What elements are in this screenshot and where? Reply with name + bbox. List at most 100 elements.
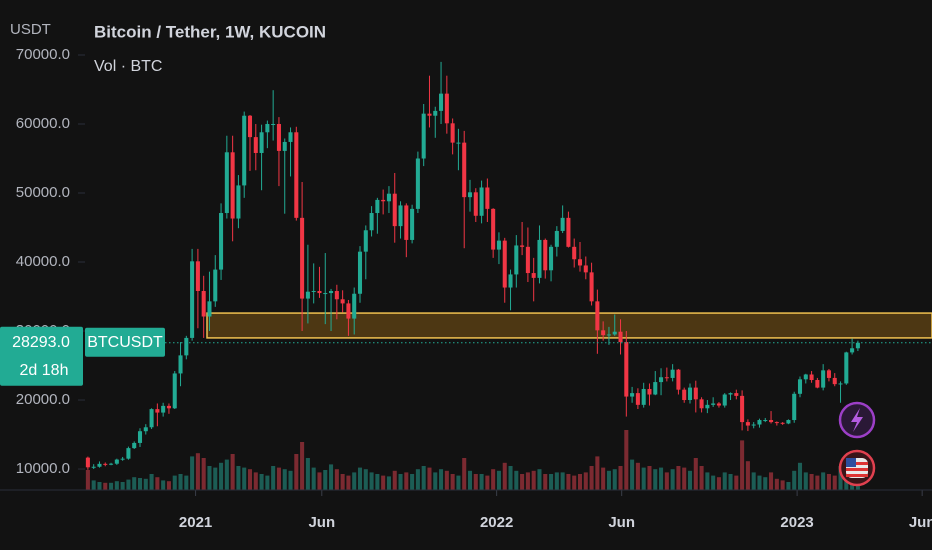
candle-body [265,124,270,133]
candle-body [161,405,166,413]
candle-body [450,123,455,143]
y-tick-label: 40000.0 [16,253,70,270]
volume-bar [554,472,559,490]
candle-body [276,124,281,151]
candle-body [456,142,461,144]
candle-body [352,293,357,319]
candle-body [444,93,449,124]
volume-bar [421,466,426,490]
volume-bar [751,472,756,490]
candle-body [612,331,617,335]
candle-body [554,230,559,247]
volume-bar [271,466,276,490]
volume-bar [508,466,513,490]
volume-bar [392,470,397,490]
candle-body [404,205,409,240]
candle-body [687,387,693,401]
volume-bar [85,470,90,490]
volume-bar [687,470,693,490]
candle-body [473,192,478,216]
symbol-label-box [85,327,165,357]
volume-bar [525,472,530,490]
candle-body [282,141,287,151]
volume-bar [195,453,200,490]
volume-bar [792,470,797,490]
candle-body [375,199,380,214]
chart-title[interactable]: Bitcoin / Tether, 1W, KUCOIN [94,22,326,41]
volume-bar [612,469,617,490]
volume-bar [352,472,357,490]
flag-icon[interactable] [838,449,876,487]
candle-body [786,420,791,424]
candle-body [641,388,646,405]
candle-body [467,192,473,198]
candle-body [832,377,837,385]
candle-body [143,427,148,432]
volume-bar [259,474,264,490]
y-axis-label: USDT [10,21,51,38]
candle-body [850,348,855,353]
volume-bar [797,462,803,490]
candle-body [635,393,640,405]
support-zone[interactable] [206,312,932,339]
x-tick-label: 2023 [780,514,813,531]
candle-body [757,420,762,425]
candle-body [85,457,90,468]
candle-body [166,405,171,409]
candle-body [566,217,571,247]
volume-bar [109,482,114,490]
candle-body [479,187,484,216]
candle-body [91,466,96,468]
candle-body [624,342,629,397]
candle-body [728,393,733,395]
volume-bar [496,470,501,490]
volume-bar [479,474,484,490]
zone-layer [206,312,932,339]
candle-body [682,389,687,401]
candle-body [630,393,635,397]
candle-body [363,230,368,252]
volume-bar [693,458,698,490]
volume-bar [653,469,658,490]
y-tick-label: 10000.0 [16,460,70,477]
candle-body [357,251,363,294]
candle-body [381,199,386,202]
volume-bar [369,472,374,490]
volume-bar [664,472,669,490]
candle-body [520,245,525,247]
volume-bar [763,477,768,490]
symbol-label[interactable]: BTCUSDT [87,334,163,351]
volume-bar [740,440,745,490]
candle-body [589,272,594,302]
volume-bar [647,466,652,490]
volume-bar [340,474,345,490]
volume-bar [838,466,843,490]
candle-body [676,369,681,390]
candle-body [502,240,507,288]
x-tick-label: 2021 [179,514,212,531]
candle-body [693,387,698,400]
candle-body [109,463,114,465]
candle-body [288,132,293,142]
alert-icon[interactable] [838,401,876,439]
volume-bar [832,475,837,490]
candle-body [369,213,374,231]
candle-body [601,330,606,336]
volume-bar [641,467,646,490]
volume-bar [126,479,131,490]
volume-bar [224,459,229,490]
candle-body [780,422,785,424]
volume-bar [317,472,322,490]
volume-bar [618,466,623,490]
chart-subtitle[interactable]: Vol · BTC [94,58,162,75]
volume-bar [491,469,496,490]
volume-bar [137,478,143,490]
volume-bar [780,480,785,490]
candle-body [606,334,611,336]
candle-body [132,442,137,449]
candle-body [751,424,756,426]
volume-bar [213,467,218,490]
y-tick-label: 20000.0 [16,391,70,408]
candle-body [97,463,102,467]
